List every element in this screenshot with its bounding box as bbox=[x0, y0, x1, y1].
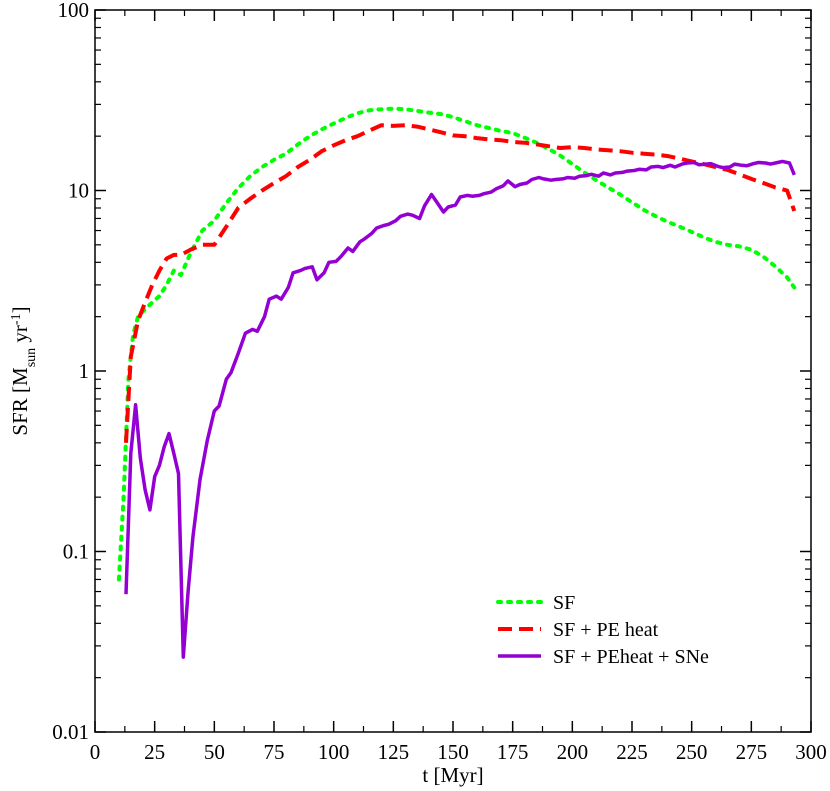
y-tick-label: 0.1 bbox=[63, 540, 89, 564]
series-line-sf-pe-heat bbox=[124, 123, 797, 443]
x-tick-label: 50 bbox=[204, 740, 225, 764]
legend-label-sf-pe-heat: SF + PE heat bbox=[553, 619, 659, 641]
x-tick-label: 225 bbox=[616, 740, 648, 764]
x-tick-label: 150 bbox=[437, 740, 469, 764]
x-tick-label: 250 bbox=[676, 740, 708, 764]
y-axis-title: SFR [Msun yr-1] bbox=[8, 306, 39, 435]
y-tick-label: 0.01 bbox=[52, 720, 89, 744]
y-tick-label: 1 bbox=[79, 359, 90, 383]
x-tick-label: 200 bbox=[557, 740, 589, 764]
series-line-sf-peheat-sne bbox=[124, 159, 796, 659]
tick-labels: 0 25 50 75 100 125 150 175 200 225 250 275 300 0.01 0.… bbox=[52, 0, 827, 764]
x-tick-label: 0 bbox=[90, 740, 101, 764]
series-line-sf bbox=[116, 106, 797, 582]
ticks bbox=[94, 9, 812, 733]
y-tick-label: 10 bbox=[68, 179, 89, 203]
x-tick-label: 75 bbox=[264, 740, 285, 764]
plot-frame bbox=[94, 9, 812, 733]
x-tick-label: 175 bbox=[497, 740, 529, 764]
legend-label-sf-peheat-sne: SF + PEheat + SNe bbox=[553, 646, 709, 668]
x-axis-title: t [Myr] bbox=[422, 763, 483, 787]
x-tick-label: 100 bbox=[318, 740, 350, 764]
plot-lines bbox=[116, 106, 797, 659]
y-tick-label: 100 bbox=[58, 0, 90, 22]
x-tick-label: 25 bbox=[144, 740, 165, 764]
legend: SF SF + PE heat SF + PEheat + SNe bbox=[496, 592, 709, 668]
x-tick-label: 125 bbox=[378, 740, 410, 764]
x-tick-label: 275 bbox=[736, 740, 768, 764]
x-tick-label: 300 bbox=[795, 740, 827, 764]
legend-label-sf: SF bbox=[553, 592, 575, 614]
